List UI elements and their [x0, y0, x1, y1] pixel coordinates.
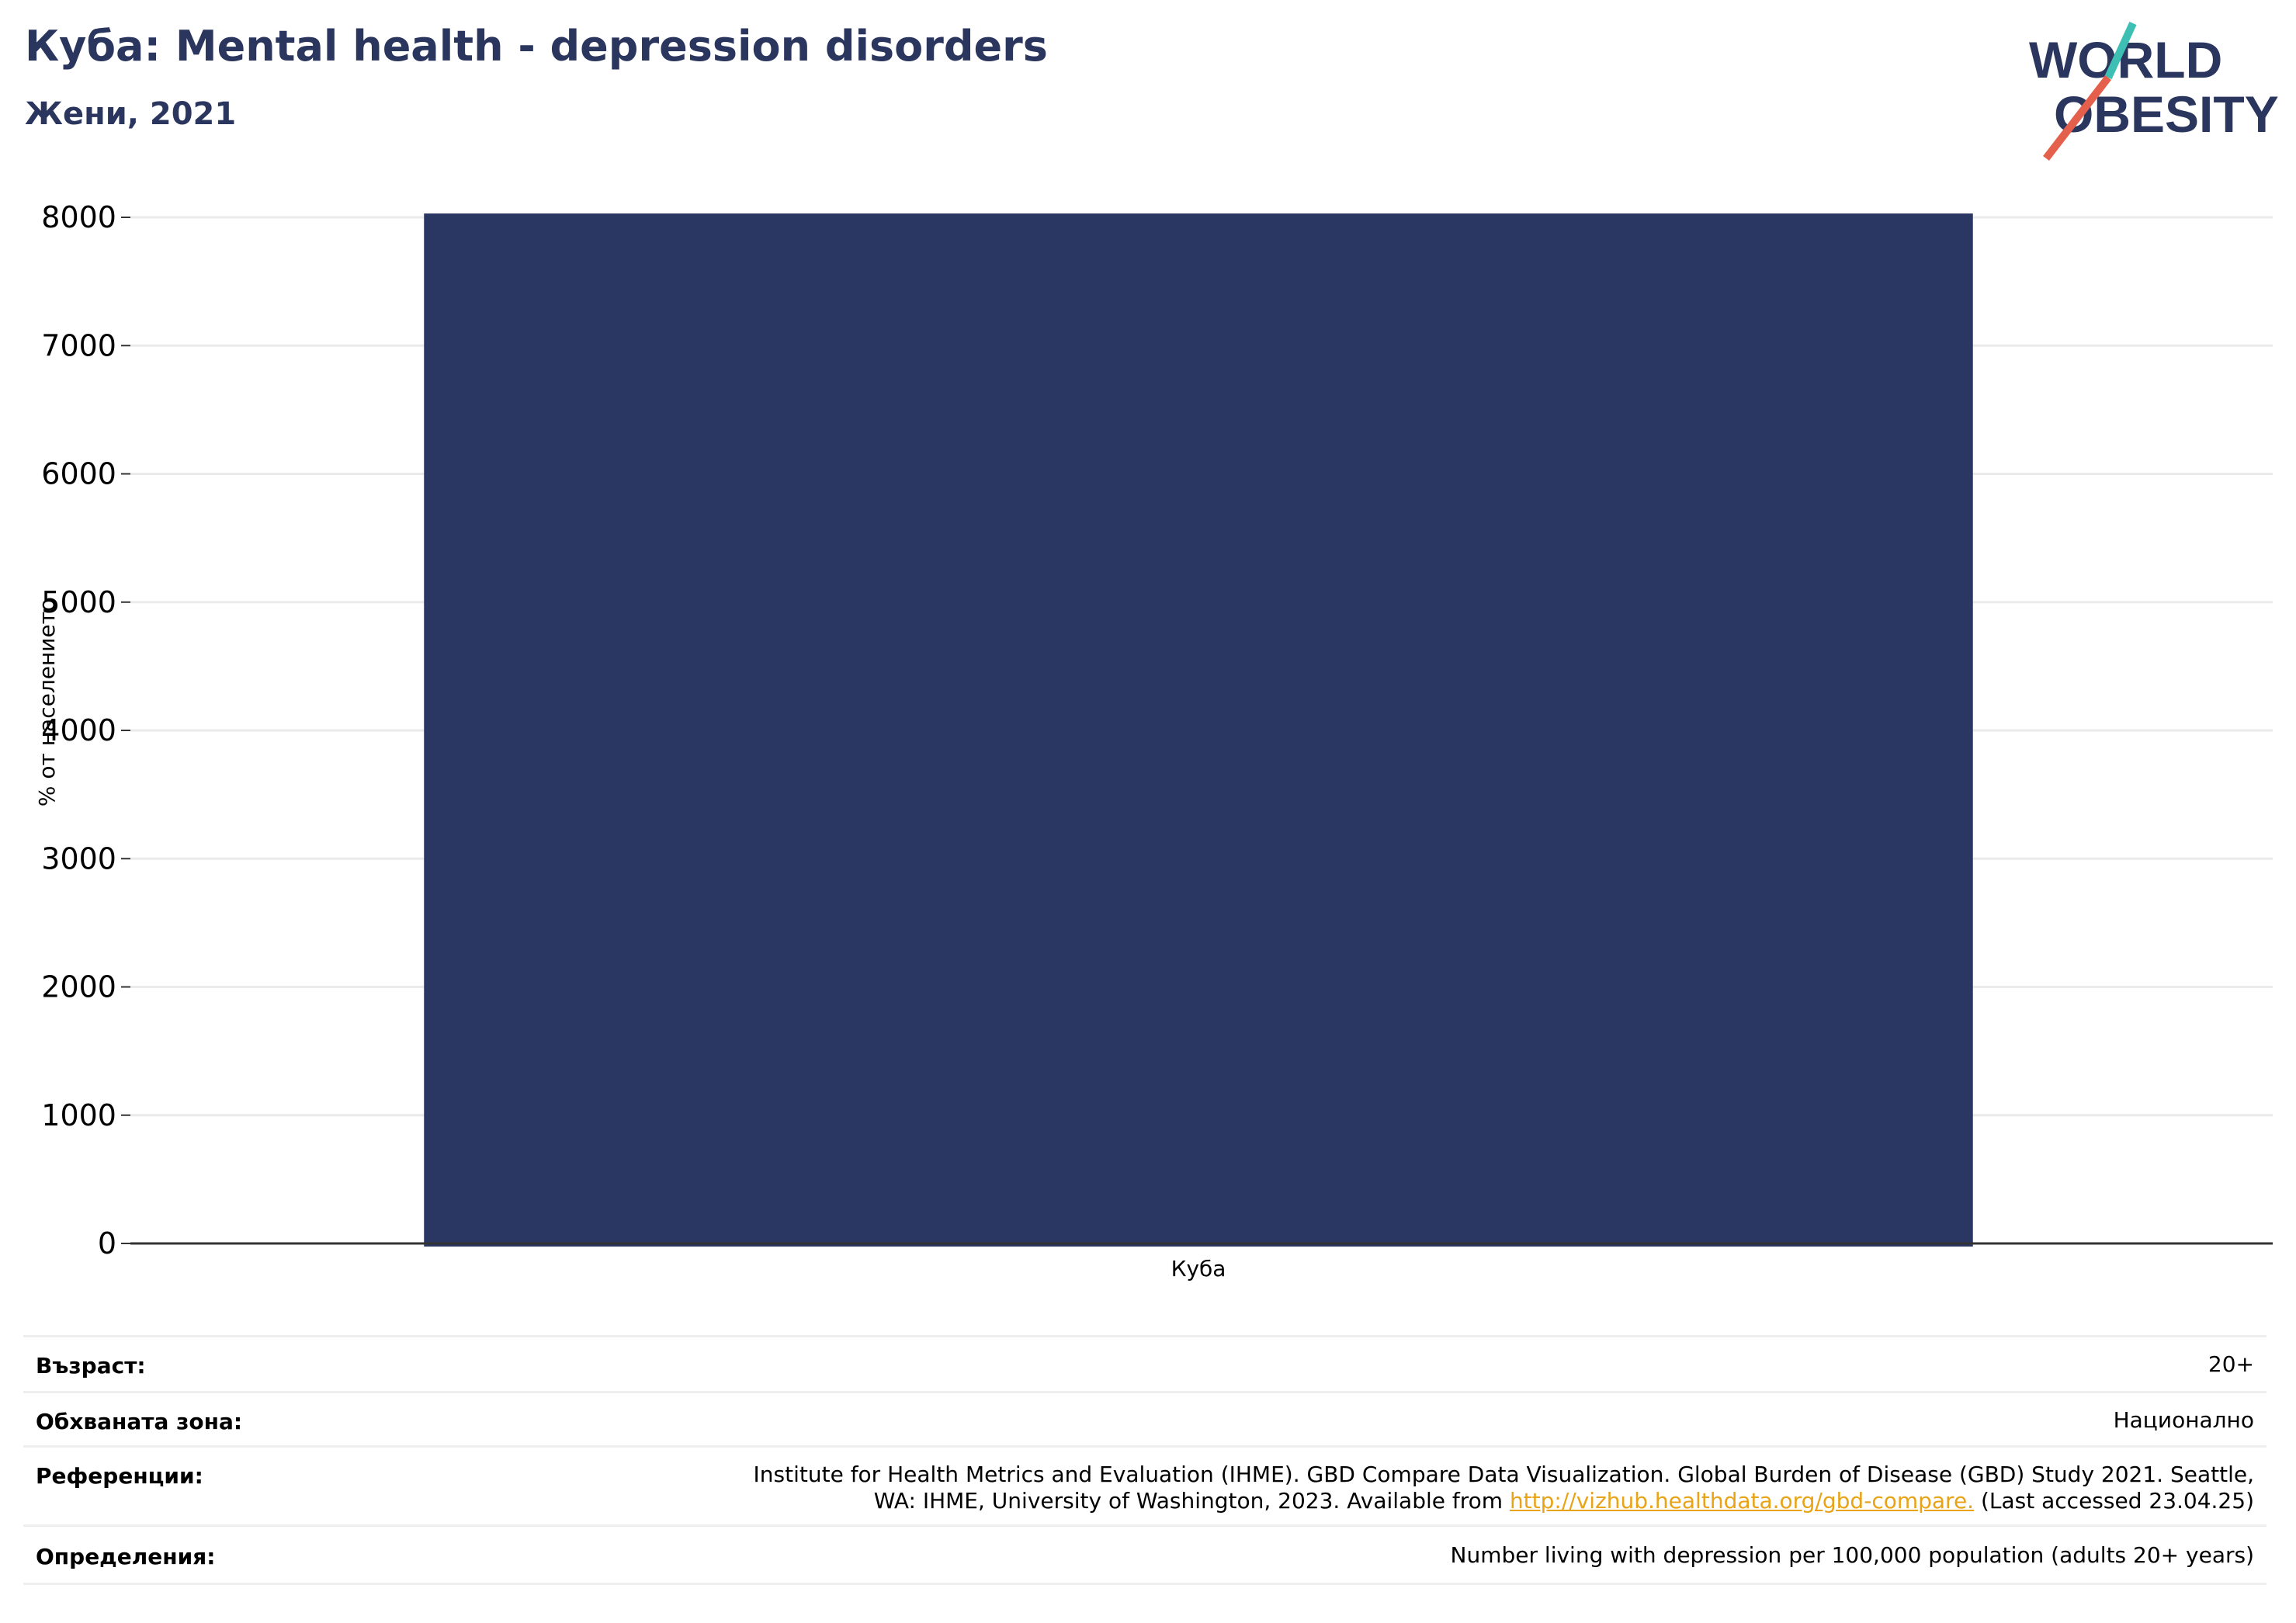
y-tick-label: 2000: [41, 970, 116, 1004]
meta-row-definitions: Определения: Number living with depressi…: [23, 1524, 2267, 1585]
y-tick-label: 3000: [41, 841, 116, 876]
age-value: 20+: [2208, 1351, 2254, 1377]
age-label: Възраст:: [36, 1353, 146, 1379]
meta-row-references: Референции: Institute for Health Metrics…: [23, 1445, 2267, 1527]
logo-slash-bottom: [2043, 75, 2111, 161]
bar: [424, 213, 1973, 1247]
chart-subtitle: Жени, 2021: [25, 96, 237, 132]
references-line-2-start: WA: IHME, University of Washington, 2023…: [873, 1488, 1510, 1514]
references-link[interactable]: http://vizhub.healthdata.org/gbd-compare…: [1509, 1488, 1975, 1514]
definitions-value: Number living with depression per 100,00…: [1450, 1542, 2254, 1568]
meta-row-area: Обхваната зона: Национално: [23, 1391, 2267, 1448]
references-line-1: Institute for Health Metrics and Evaluat…: [753, 1462, 2254, 1487]
references-line-2-end: (Last accessed 23.04.25): [1974, 1488, 2254, 1514]
area-label: Обхваната зона:: [36, 1409, 243, 1434]
y-tick-label: 1000: [41, 1098, 116, 1132]
y-tick-label: 8000: [41, 200, 116, 234]
y-tick-label: 0: [98, 1226, 116, 1261]
chart-title: Куба: Mental health - depression disorde…: [25, 22, 1048, 71]
bars: [424, 213, 1973, 1247]
bar-chart: 0 1000 2000 3000 4000 5000 6000 7000 8000 Куба %…: [34, 200, 2273, 1281]
references-value: Institute for Health Metrics and Evaluat…: [754, 1462, 2254, 1514]
x-tick-label: Куба: [1171, 1256, 1226, 1281]
references-line-2: WA: IHME, University of Washington, 2023…: [754, 1488, 2254, 1514]
logo-slash-top: [2104, 22, 2137, 80]
definitions-label: Определения:: [36, 1544, 216, 1569]
references-label: Референции:: [36, 1463, 203, 1489]
world-obesity-logo: WORLD OBESITY: [2029, 22, 2279, 161]
y-tick-label: 7000: [41, 328, 116, 362]
meta-row-age: Възраст: 20+: [23, 1335, 2267, 1392]
y-tick-label: 5000: [41, 585, 116, 619]
y-tick-label: 4000: [41, 713, 116, 747]
y-tick-label: 6000: [41, 457, 116, 491]
y-tick-labels: 0 1000 2000 3000 4000 5000 6000 7000 8000: [41, 200, 130, 1261]
x-tick-labels: Куба: [1171, 1256, 1226, 1281]
y-axis-label: % от населението: [34, 598, 60, 806]
area-value: Национално: [2113, 1407, 2254, 1433]
